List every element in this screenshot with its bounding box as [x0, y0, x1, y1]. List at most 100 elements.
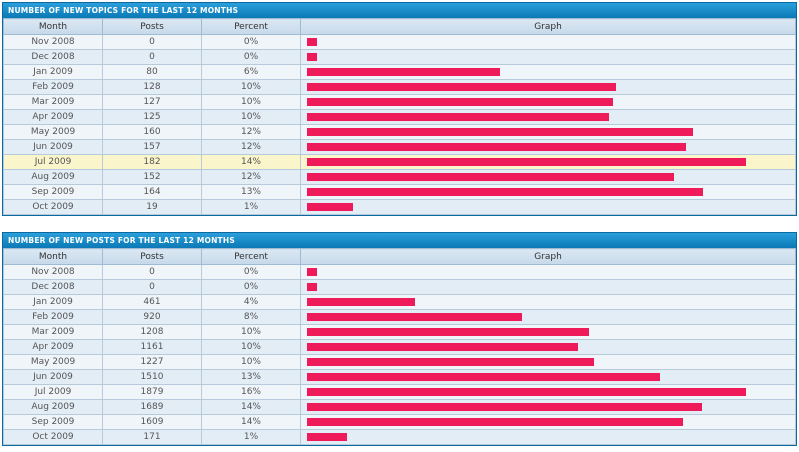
- month-cell: Jan 2009: [3, 64, 103, 80]
- month-cell: Apr 2009: [3, 109, 103, 125]
- graph-bar: [307, 313, 522, 321]
- graph-cell: [300, 94, 796, 110]
- posts-cell: 157: [102, 139, 202, 155]
- month-cell: Jun 2009: [3, 369, 103, 385]
- percent-cell: 10%: [201, 324, 301, 340]
- posts-cell: 1161: [102, 339, 202, 355]
- table-row: Dec 2008 0 0%: [3, 279, 796, 295]
- percent-cell: 1%: [201, 199, 301, 215]
- month-cell: Sep 2009: [3, 414, 103, 430]
- posts-cell: 0: [102, 279, 202, 295]
- topics-panel-title: NUMBER OF NEW TOPICS FOR THE LAST 12 MON…: [3, 3, 796, 18]
- table-row: Mar 2009 1208 10%: [3, 324, 796, 340]
- graph-cell: [300, 369, 796, 385]
- posts-cell: 1510: [102, 369, 202, 385]
- percent-cell: 6%: [201, 64, 301, 80]
- graph-cell: [300, 339, 796, 355]
- graph-bar: [307, 113, 609, 121]
- table-row: Oct 2009 19 1%: [3, 199, 796, 215]
- posts-cell: 171: [102, 429, 202, 445]
- topics-table-body: Nov 2008 0 0% Dec 2008 0 0% Jan 2009 80 6% Feb 20…: [3, 34, 796, 215]
- graph-bar: [307, 403, 702, 411]
- graph-cell: [300, 429, 796, 445]
- month-cell: Jul 2009: [3, 154, 103, 170]
- month-cell: May 2009: [3, 124, 103, 140]
- table-row: Jul 2009 182 14%: [3, 154, 796, 170]
- percent-cell: 0%: [201, 49, 301, 65]
- posts-cell: 152: [102, 169, 202, 185]
- month-cell: Sep 2009: [3, 184, 103, 200]
- percent-cell: 0%: [201, 34, 301, 50]
- graph-cell: [300, 279, 796, 295]
- graph-bar: [307, 68, 500, 76]
- graph-cell: [300, 154, 796, 170]
- percent-cell: 14%: [201, 154, 301, 170]
- posts-cell: 461: [102, 294, 202, 310]
- percent-cell: 10%: [201, 79, 301, 95]
- graph-cell: [300, 169, 796, 185]
- graph-cell: [300, 309, 796, 325]
- graph-bar: [307, 373, 660, 381]
- graph-bar: [307, 188, 703, 196]
- posts-cell: 1609: [102, 414, 202, 430]
- graph-bar: [307, 328, 589, 336]
- graph-bar: [307, 268, 317, 276]
- table-row: Nov 2008 0 0%: [3, 34, 796, 50]
- graph-cell: [300, 184, 796, 200]
- graph-bar: [307, 418, 683, 426]
- month-cell: Aug 2009: [3, 169, 103, 185]
- table-row: May 2009 1227 10%: [3, 354, 796, 370]
- percent-cell: 0%: [201, 264, 301, 280]
- percent-cell: 1%: [201, 429, 301, 445]
- posts-panel: NUMBER OF NEW POSTS FOR THE LAST 12 MONT…: [2, 232, 797, 446]
- month-cell: Oct 2009: [3, 199, 103, 215]
- graph-bar: [307, 298, 415, 306]
- percent-cell: 13%: [201, 369, 301, 385]
- table-row: Aug 2009 152 12%: [3, 169, 796, 185]
- table-row: Jun 2009 1510 13%: [3, 369, 796, 385]
- graph-bar: [307, 388, 746, 396]
- posts-header: Posts: [102, 248, 202, 265]
- month-header: Month: [3, 18, 103, 35]
- percent-cell: 14%: [201, 399, 301, 415]
- graph-bar: [307, 143, 686, 151]
- month-cell: Feb 2009: [3, 309, 103, 325]
- graph-cell: [300, 199, 796, 215]
- graph-bar: [307, 38, 317, 46]
- month-cell: Feb 2009: [3, 79, 103, 95]
- month-cell: Jun 2009: [3, 139, 103, 155]
- month-cell: Jan 2009: [3, 294, 103, 310]
- graph-cell: [300, 139, 796, 155]
- percent-cell: 14%: [201, 414, 301, 430]
- posts-cell: 80: [102, 64, 202, 80]
- table-row: Nov 2008 0 0%: [3, 264, 796, 280]
- table-row: Sep 2009 164 13%: [3, 184, 796, 200]
- posts-cell: 0: [102, 34, 202, 50]
- graph-bar: [307, 98, 613, 106]
- table-row: Mar 2009 127 10%: [3, 94, 796, 110]
- posts-cell: 128: [102, 79, 202, 95]
- month-cell: Dec 2008: [3, 49, 103, 65]
- posts-cell: 19: [102, 199, 202, 215]
- percent-cell: 16%: [201, 384, 301, 400]
- percent-cell: 12%: [201, 124, 301, 140]
- graph-bar: [307, 343, 578, 351]
- percent-header: Percent: [201, 18, 301, 35]
- month-header: Month: [3, 248, 103, 265]
- table-row: Jan 2009 461 4%: [3, 294, 796, 310]
- posts-cell: 1208: [102, 324, 202, 340]
- month-cell: Nov 2008: [3, 264, 103, 280]
- percent-header: Percent: [201, 248, 301, 265]
- graph-header: Graph: [300, 248, 796, 265]
- percent-cell: 13%: [201, 184, 301, 200]
- posts-cell: 920: [102, 309, 202, 325]
- graph-cell: [300, 324, 796, 340]
- graph-cell: [300, 109, 796, 125]
- posts-table-body: Nov 2008 0 0% Dec 2008 0 0% Jan 2009 461 4% Feb 2…: [3, 264, 796, 445]
- month-cell: Mar 2009: [3, 94, 103, 110]
- month-cell: Nov 2008: [3, 34, 103, 50]
- table-row: Aug 2009 1689 14%: [3, 399, 796, 415]
- table-row: Dec 2008 0 0%: [3, 49, 796, 65]
- table-row: May 2009 160 12%: [3, 124, 796, 140]
- posts-cell: 160: [102, 124, 202, 140]
